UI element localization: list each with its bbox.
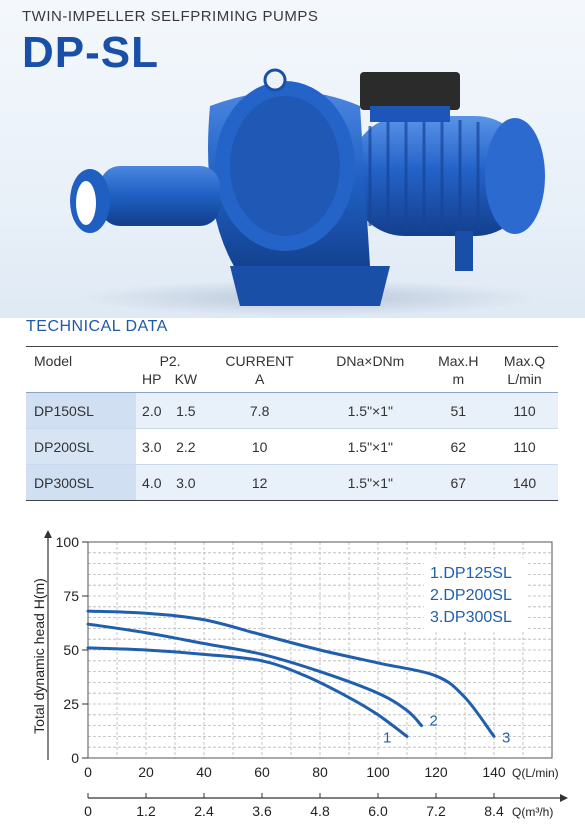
row-maxh: 51 <box>425 392 492 429</box>
y-tick-label: 0 <box>71 750 79 766</box>
x-axis-label: Q(L/min) <box>512 766 559 780</box>
row-dn: 1.5"×1" <box>315 392 426 429</box>
series-line-1 <box>86 646 409 738</box>
row-model: DP150SL <box>26 392 136 429</box>
maxh-unit: m <box>425 369 492 393</box>
x2-axis-label: Q(m³/h) <box>512 805 553 819</box>
row-model: DP300SL <box>26 464 136 501</box>
x-tick-label: 20 <box>138 764 154 780</box>
row-hp: 4.0 <box>136 464 168 501</box>
product-subtitle: TWIN-IMPELLER SELFPRIMING PUMPS <box>22 8 319 25</box>
row-model: DP200SL <box>26 428 136 465</box>
series-line-3 <box>86 609 496 738</box>
table-row: DP300SL 4.0 3.0 12 1.5"×1" 67 140 <box>26 464 558 501</box>
kw-header: KW <box>167 369 205 393</box>
x-tick-label: 0 <box>84 764 92 780</box>
technical-data-heading: TECHNICAL DATA <box>26 318 168 335</box>
x-tick-label: 60 <box>254 764 270 780</box>
row-dn: 1.5"×1" <box>315 464 426 501</box>
row-current: 7.8 <box>204 392 316 429</box>
series-end-label: 2 <box>430 713 438 730</box>
series-line-2 <box>86 622 423 728</box>
row-current: 12 <box>204 464 316 501</box>
legend-box <box>424 558 528 630</box>
row-dn: 1.5"×1" <box>315 428 426 465</box>
model-header: Model <box>26 346 136 370</box>
table-header-row: Model P2. CURRENT DNa×DNm Max.H Max.Q <box>26 346 558 370</box>
series-end-label: 3 <box>502 729 510 746</box>
x-tick-label: 120 <box>424 764 448 780</box>
row-kw: 1.5 <box>167 392 205 429</box>
table-unit-row: HP KW A m L/min <box>26 369 558 393</box>
current-header: CURRENT <box>204 346 316 370</box>
x2-tick-label: 1.2 <box>136 803 156 819</box>
x2-tick-label: 6.0 <box>368 803 388 819</box>
row-maxh: 67 <box>425 464 492 501</box>
y-axis-arrowhead <box>44 530 52 538</box>
hp-header: HP <box>136 369 168 393</box>
x2-tick-label: 2.4 <box>194 803 214 819</box>
table-row: DP150SL 2.0 1.5 7.8 1.5"×1" 51 110 <box>26 392 558 429</box>
y-tick-label: 100 <box>56 534 80 550</box>
x-tick-label: 100 <box>366 764 390 780</box>
x2-tick-label: 7.2 <box>426 803 446 819</box>
dn-header: DNa×DNm <box>315 346 426 370</box>
x2-tick-label: 8.4 <box>484 803 504 819</box>
technical-data-table: Model P2. CURRENT DNa×DNm Max.H Max.Q HP… <box>26 346 558 501</box>
p2-header: P2. <box>136 346 205 370</box>
hero-banner: TWIN-IMPELLER SELFPRIMING PUMPS DP-SL <box>0 0 585 318</box>
row-hp: 2.0 <box>136 392 168 429</box>
pump-image <box>70 68 545 316</box>
table-row: DP200SL 3.0 2.2 10 1.5"×1" 62 110 <box>26 428 558 465</box>
row-maxq: 110 <box>491 428 558 465</box>
x-tick-label: 140 <box>482 764 506 780</box>
row-hp: 3.0 <box>136 428 168 465</box>
current-unit: A <box>204 369 316 393</box>
row-maxq: 140 <box>491 464 558 501</box>
maxq-header: Max.Q <box>491 346 558 370</box>
row-kw: 3.0 <box>167 464 205 501</box>
series-end-label: 1 <box>383 729 391 746</box>
legend-entry: 2.DP200SL <box>430 587 512 604</box>
x-tick-label: 80 <box>312 764 328 780</box>
row-maxh: 62 <box>425 428 492 465</box>
y-tick-label: 75 <box>63 588 79 604</box>
x2-tick-label: 3.6 <box>252 803 272 819</box>
y-tick-label: 25 <box>63 696 79 712</box>
maxh-header: Max.H <box>425 346 492 370</box>
row-kw: 2.2 <box>167 428 205 465</box>
row-maxq: 110 <box>491 392 558 429</box>
maxq-unit: L/min <box>491 369 558 393</box>
legend-entry: 1.DP125SL <box>430 565 512 582</box>
x2-axis-arrowhead <box>560 794 568 802</box>
x-tick-label: 40 <box>196 764 212 780</box>
product-title: DP-SL <box>22 28 159 77</box>
x2-tick-label: 0 <box>84 803 92 819</box>
y-axis-label: Total dynamic head H(m) <box>31 578 47 734</box>
legend-entry: 3.DP300SL <box>430 609 512 626</box>
row-current: 10 <box>204 428 316 465</box>
x2-tick-label: 4.8 <box>310 803 330 819</box>
performance-chart: 0 25 50 75 100 Total dynamic head H(m) 0 20 40 60… <box>0 528 585 827</box>
y-tick-label: 50 <box>63 642 79 658</box>
